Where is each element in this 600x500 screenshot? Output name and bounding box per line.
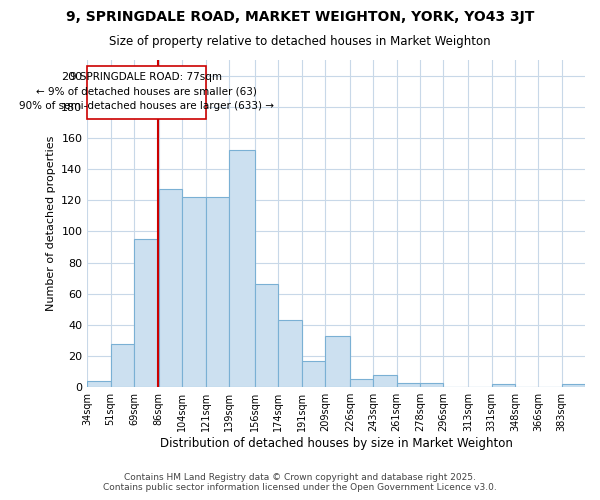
Bar <box>325 336 350 387</box>
Bar <box>397 382 420 387</box>
Bar <box>182 197 206 387</box>
Bar <box>562 384 585 387</box>
Bar <box>302 360 325 387</box>
Y-axis label: Number of detached properties: Number of detached properties <box>46 136 56 312</box>
Text: 9, SPRINGDALE ROAD, MARKET WEIGHTON, YORK, YO43 3JT: 9, SPRINGDALE ROAD, MARKET WEIGHTON, YOR… <box>66 10 534 24</box>
Text: Size of property relative to detached houses in Market Weighton: Size of property relative to detached ho… <box>109 35 491 48</box>
Bar <box>278 320 302 387</box>
Bar <box>229 150 255 387</box>
Bar <box>206 197 229 387</box>
Text: ← 9% of detached houses are smaller (63): ← 9% of detached houses are smaller (63) <box>36 86 257 97</box>
X-axis label: Distribution of detached houses by size in Market Weighton: Distribution of detached houses by size … <box>160 437 512 450</box>
Bar <box>491 384 515 387</box>
Text: Contains HM Land Registry data © Crown copyright and database right 2025.
Contai: Contains HM Land Registry data © Crown c… <box>103 473 497 492</box>
Bar <box>134 239 159 387</box>
Text: 9 SPRINGDALE ROAD: 77sqm: 9 SPRINGDALE ROAD: 77sqm <box>70 72 223 83</box>
Bar <box>350 380 373 387</box>
Bar <box>373 374 397 387</box>
Bar <box>87 66 206 119</box>
Bar <box>420 382 443 387</box>
Text: 90% of semi-detached houses are larger (633) →: 90% of semi-detached houses are larger (… <box>19 100 274 110</box>
Bar <box>159 190 182 387</box>
Bar <box>87 381 110 387</box>
Bar <box>110 344 134 387</box>
Bar <box>255 284 278 387</box>
